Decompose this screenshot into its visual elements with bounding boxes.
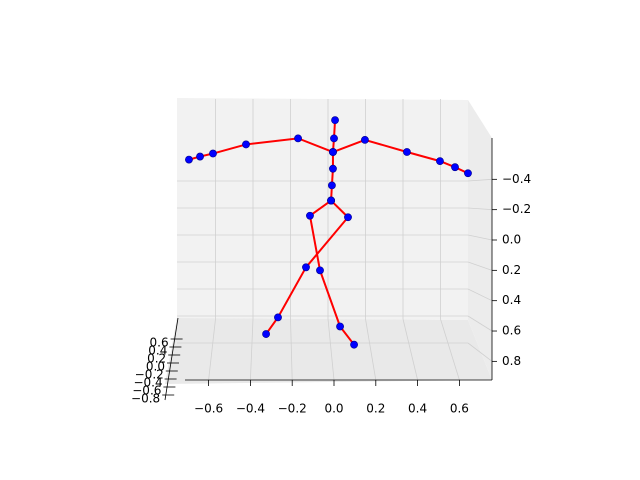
y-tick-label: 0.0 <box>502 233 521 247</box>
joint <box>336 322 344 331</box>
joint <box>306 211 314 220</box>
grid-line <box>402 318 418 381</box>
joint <box>331 116 339 125</box>
y-tick-label: 0.6 <box>502 324 521 338</box>
joint <box>344 213 352 222</box>
z-tick-label: −0.2 <box>135 368 164 382</box>
grid <box>177 99 493 381</box>
skeleton <box>185 116 472 349</box>
grid-line <box>467 207 493 211</box>
z-tick-label: 0.4 <box>148 344 167 358</box>
grid-line <box>467 288 493 302</box>
z-tick-label: 0.2 <box>147 352 166 366</box>
grid-line <box>467 261 493 271</box>
z-tick-label: 0.6 <box>150 336 169 350</box>
back-pane <box>177 98 468 320</box>
grid-line <box>467 178 493 182</box>
joint <box>242 140 250 149</box>
joint <box>274 313 282 322</box>
x-tick-label: −0.6 <box>194 402 223 416</box>
joint <box>329 164 337 173</box>
joint <box>436 157 444 166</box>
x-tick-label: 0.2 <box>366 402 385 416</box>
z-tick-label: −0.4 <box>133 376 162 390</box>
z-tick-label: −0.6 <box>132 384 161 398</box>
joint <box>350 340 358 349</box>
y-tick-label: 0.4 <box>502 293 521 307</box>
y-tick-label: 0.8 <box>502 354 521 368</box>
z-axis-line <box>164 317 179 401</box>
joint <box>361 135 369 144</box>
joint <box>464 169 472 178</box>
grid-line <box>365 318 377 381</box>
joint <box>294 134 302 143</box>
joint <box>403 148 411 156</box>
z-tick-label: −0.8 <box>131 392 160 406</box>
x-tick-label: 0.0 <box>324 402 343 416</box>
joint <box>209 149 217 158</box>
grid-line <box>467 342 493 362</box>
grid-line <box>440 318 460 381</box>
grid-line <box>290 318 293 381</box>
joint <box>451 163 459 172</box>
x-tick-label: 0.6 <box>450 402 469 416</box>
y-tick-label: −0.4 <box>502 172 531 186</box>
joint <box>330 134 338 143</box>
grid-line <box>250 318 254 381</box>
grid-line <box>467 234 493 241</box>
joint <box>262 330 270 338</box>
grid-line <box>467 315 493 332</box>
side-pane <box>468 100 492 380</box>
x-tick-label: 0.4 <box>408 402 427 416</box>
joint <box>302 263 310 272</box>
y-tick-label: −0.2 <box>502 202 531 216</box>
floor-pane <box>165 318 492 384</box>
y-tick-label: 0.2 <box>502 263 521 277</box>
grid-line <box>327 318 335 381</box>
joint <box>196 152 204 161</box>
x-tick-label: −0.2 <box>278 402 307 416</box>
joint <box>327 196 335 205</box>
z-tick-label: 0.0 <box>146 360 165 374</box>
joint <box>316 266 324 275</box>
joint <box>185 155 193 164</box>
grid-line <box>208 318 216 381</box>
joint <box>328 181 336 190</box>
joint <box>329 148 337 156</box>
x-tick-label: −0.4 <box>236 402 265 416</box>
